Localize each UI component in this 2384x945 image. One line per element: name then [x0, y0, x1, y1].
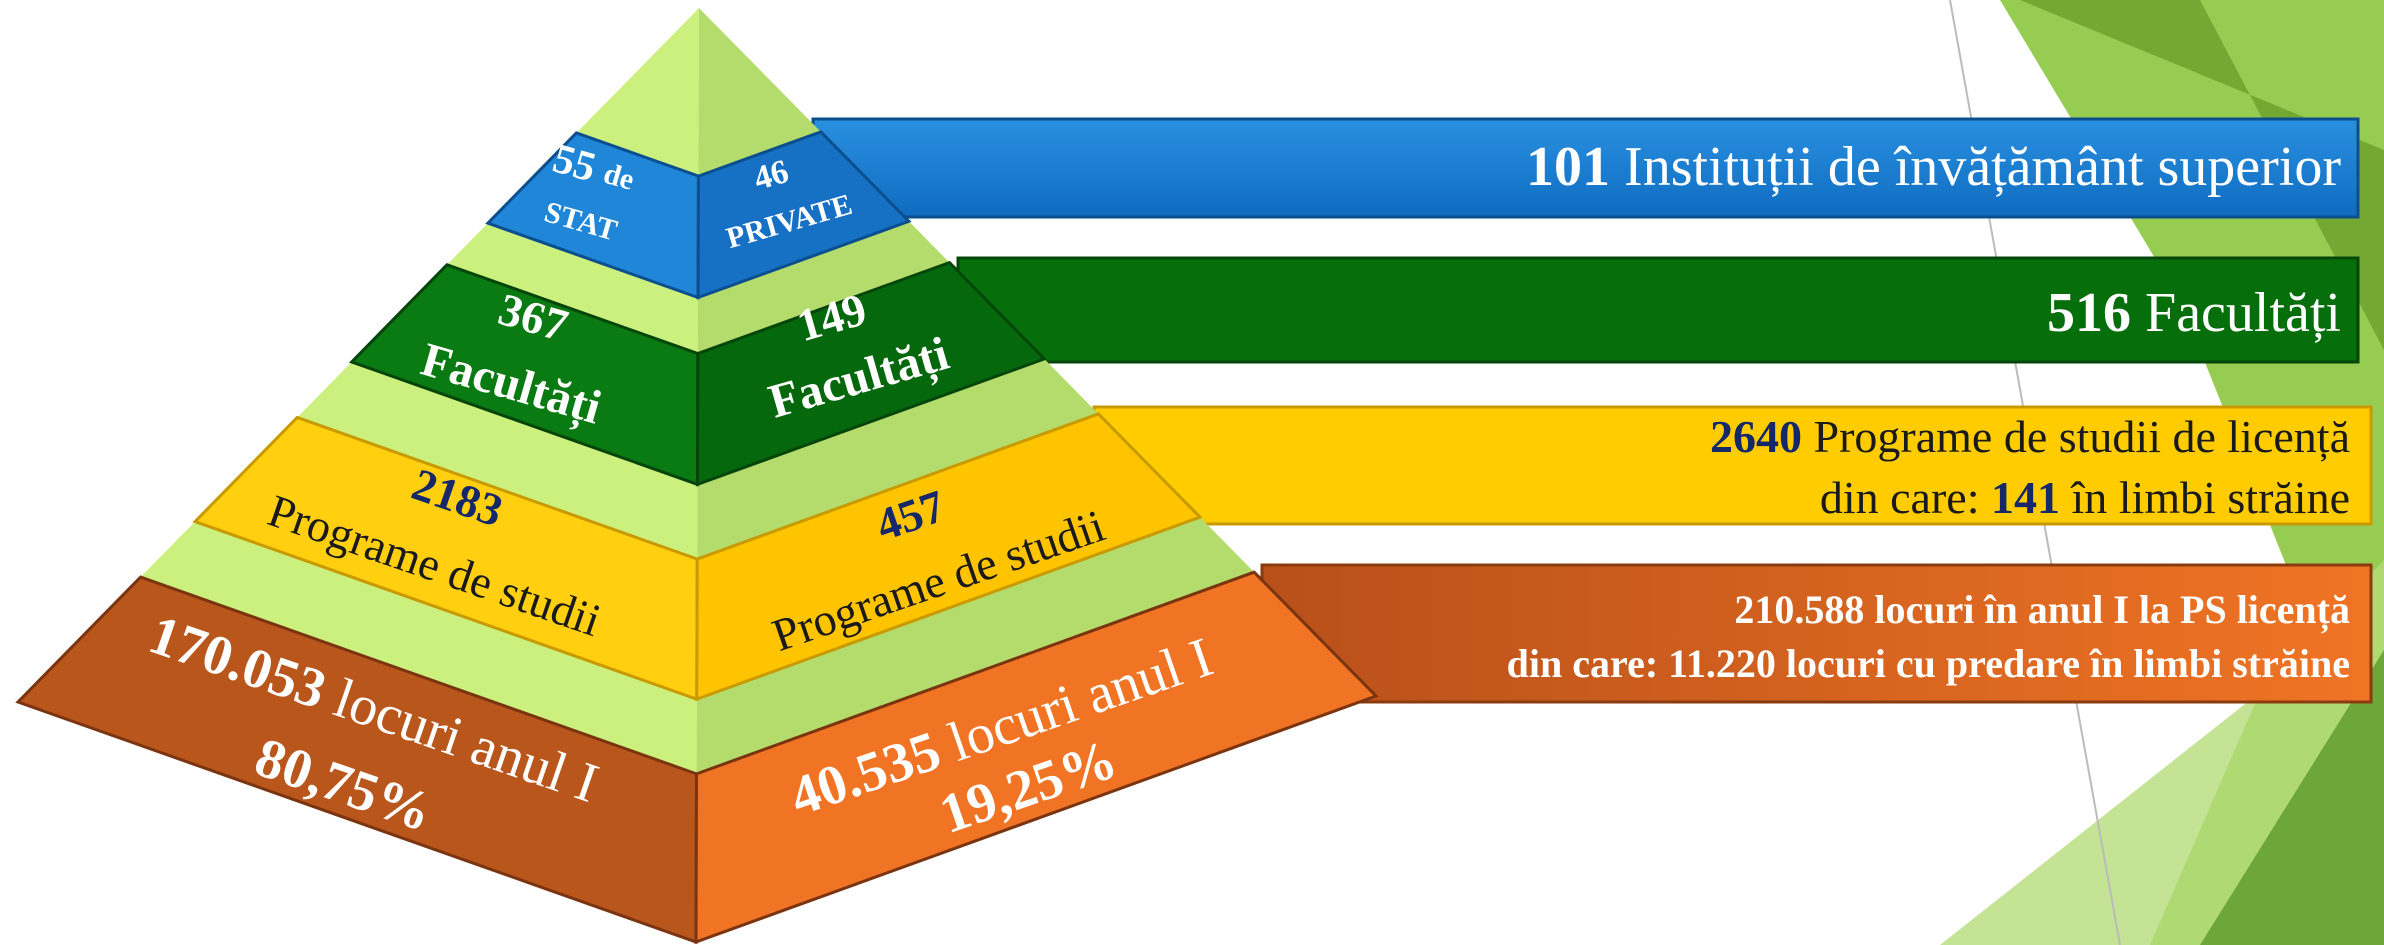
- label: Facultăți: [2145, 282, 2341, 344]
- summary: din care: 141 în limbi străine: [1820, 472, 2350, 523]
- number: 2640: [1710, 411, 1802, 462]
- summary: 101 Instituții de învățământ superior: [1526, 136, 2341, 198]
- label: din care:: [1820, 472, 1980, 523]
- summary: 516 Facultăți: [2047, 282, 2341, 344]
- summary: 2640 Programe de studii de licență: [1710, 411, 2350, 462]
- diagram: 101 Instituții de învățământ superior 51…: [0, 0, 2384, 945]
- number: 101: [1526, 136, 1610, 198]
- number: 141: [1991, 472, 2060, 523]
- label: în limbi străine: [2070, 472, 2350, 523]
- summary: din care: 11.220 locuri cu predare în li…: [1507, 641, 2350, 686]
- label: Instituții de învățământ superior: [1624, 136, 2341, 198]
- summary: 210.588 locuri în anul I la PS licență: [1734, 587, 2350, 633]
- page: 101 Instituții de învățământ superior 51…: [0, 0, 2384, 945]
- label: Programe de studii de licență: [1813, 411, 2350, 462]
- number: 516: [2047, 282, 2131, 344]
